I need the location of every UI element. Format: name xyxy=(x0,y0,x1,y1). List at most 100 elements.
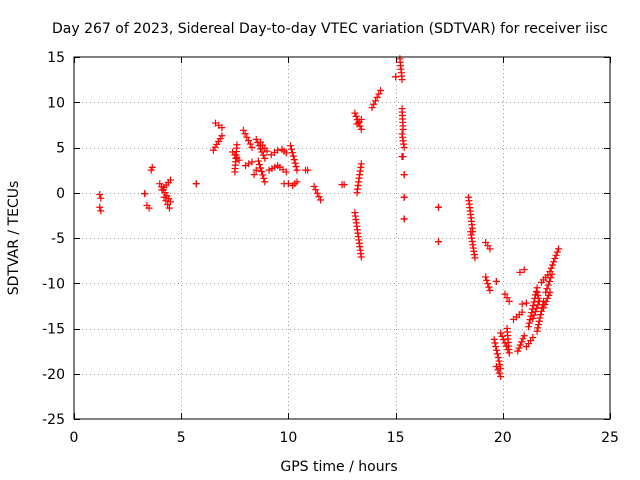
data-point xyxy=(534,324,542,332)
data-point xyxy=(258,148,266,156)
data-point xyxy=(535,321,543,329)
chart-title: Day 267 of 2023, Sidereal Day-to-day VTE… xyxy=(52,21,608,37)
data-point xyxy=(486,286,494,294)
data-point xyxy=(312,186,320,194)
data-point xyxy=(525,323,533,331)
data-point xyxy=(533,327,541,335)
data-point xyxy=(494,353,502,361)
x-tick-label: 25 xyxy=(601,430,619,446)
data-point xyxy=(274,146,282,154)
data-point xyxy=(252,135,260,143)
data-point xyxy=(340,181,348,189)
data-point xyxy=(471,254,479,262)
data-point xyxy=(518,338,526,346)
y-tick-label: -20 xyxy=(42,367,65,383)
y-tick-label: 0 xyxy=(56,186,65,202)
data-point xyxy=(261,154,269,162)
data-point xyxy=(287,142,295,150)
data-point xyxy=(233,141,241,149)
data-point xyxy=(552,251,560,259)
data-point xyxy=(357,125,365,133)
data-point xyxy=(289,152,297,160)
data-point xyxy=(537,311,545,319)
data-point xyxy=(259,151,267,159)
data-point xyxy=(242,162,250,170)
data-point xyxy=(371,97,379,105)
data-point xyxy=(97,194,105,202)
data-point xyxy=(164,201,172,209)
data-point xyxy=(377,86,385,94)
data-point xyxy=(505,349,513,357)
data-point xyxy=(165,204,173,212)
data-point xyxy=(522,299,530,307)
data-point xyxy=(399,125,407,133)
data-point xyxy=(533,288,541,296)
x-tick-label: 10 xyxy=(279,430,297,446)
data-point xyxy=(500,336,508,344)
data-point xyxy=(254,157,262,165)
data-point xyxy=(260,174,268,182)
data-point xyxy=(544,281,552,289)
data-point xyxy=(494,366,502,374)
data-point xyxy=(492,343,500,351)
data-point xyxy=(516,341,524,349)
data-point xyxy=(485,283,493,291)
data-point xyxy=(141,190,149,198)
data-point xyxy=(546,267,554,275)
data-point xyxy=(493,346,501,354)
data-point xyxy=(541,301,549,309)
data-point xyxy=(293,166,301,174)
data-point xyxy=(259,171,267,179)
y-axis-label: SDTVAR / TECUs xyxy=(6,181,22,296)
data-point xyxy=(516,268,524,276)
data-point xyxy=(245,160,253,168)
data-point xyxy=(291,159,299,167)
data-point xyxy=(545,291,553,299)
data-point xyxy=(400,144,408,151)
data-point xyxy=(351,109,359,117)
grid-lines xyxy=(74,57,610,419)
data-point xyxy=(246,140,254,148)
data-point xyxy=(282,168,290,176)
data-point xyxy=(292,163,300,171)
data-point xyxy=(368,104,376,112)
y-tick-label: 10 xyxy=(47,95,65,111)
data-point xyxy=(258,167,266,175)
y-tick-label: 5 xyxy=(56,141,65,157)
data-point xyxy=(555,245,563,253)
data-point xyxy=(241,130,249,138)
data-point xyxy=(493,350,501,358)
x-tick-label: 0 xyxy=(70,430,79,446)
data-point xyxy=(498,332,506,340)
data-point xyxy=(96,191,104,199)
y-tick-label: -15 xyxy=(42,322,65,338)
y-tick-label: 15 xyxy=(47,50,65,66)
data-point xyxy=(531,308,539,316)
data-point xyxy=(257,164,265,172)
data-point xyxy=(293,178,301,186)
data-point xyxy=(357,115,365,123)
data-point xyxy=(547,274,555,282)
data-point xyxy=(373,93,381,101)
data-point xyxy=(248,158,256,166)
data-point xyxy=(284,180,292,188)
data-point xyxy=(503,294,511,302)
data-point xyxy=(310,182,318,190)
data-point xyxy=(317,196,325,204)
data-point xyxy=(553,248,561,256)
data-point xyxy=(313,189,321,197)
data-point xyxy=(97,207,105,215)
data-point xyxy=(250,171,258,179)
data-point xyxy=(484,280,492,288)
data-point xyxy=(515,344,523,352)
data-point xyxy=(482,273,490,281)
data-point xyxy=(148,163,156,171)
x-tick-labels: 0 5 10 15 20 25 xyxy=(70,430,619,446)
data-points xyxy=(96,55,563,380)
data-point xyxy=(535,294,543,302)
data-point xyxy=(491,339,499,347)
data-point xyxy=(529,334,537,342)
data-point xyxy=(486,245,494,253)
data-point xyxy=(263,147,271,155)
data-point xyxy=(529,315,537,323)
